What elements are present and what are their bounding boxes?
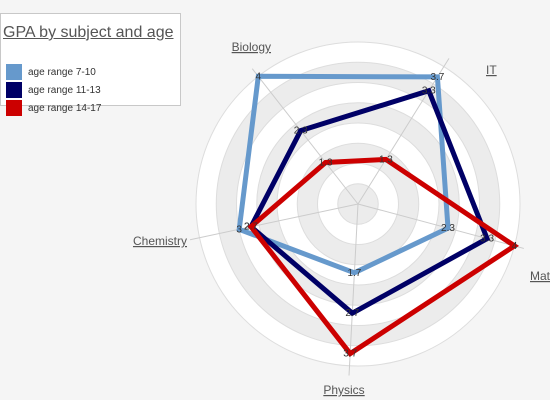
grid-spoke [348,203,359,376]
data-label: 4 [256,71,262,82]
grid-spoke [189,203,359,241]
data-label: 1.3 [379,154,393,165]
axis-labels: IT Math Physics Chemistry Biology [133,40,550,397]
axis-label-math: Math [530,269,550,283]
data-label: 2.7 [345,308,359,319]
legend-label-series-1: age range 7-10 [28,66,96,78]
chart-title: GPA by subject and age [3,24,174,41]
grid-spoke [357,203,524,249]
axis-label-physics: Physics [323,383,364,397]
axis-label-it: IT [486,63,497,77]
legend-label-series-2: age range 11-13 [28,84,101,96]
data-label: 3 [236,224,242,235]
legend: GPA by subject and age age range 7-10 ag… [0,13,181,116]
data-label: 2.7 [244,222,258,233]
legend-item-series-2[interactable]: age range 11-13 [6,82,101,98]
axis-label-biology: Biology [232,40,271,54]
data-label: 3.7 [343,349,357,360]
data-label: 2.3 [294,126,308,137]
data-label: 3.3 [480,234,494,245]
grid-spoke [251,68,359,205]
data-label: 2.3 [441,223,455,234]
series-3-polygon [247,156,520,357]
legend-item-series-1[interactable]: age range 7-10 [6,64,96,80]
series-2-polygon [247,87,491,317]
legend-swatch-series-1 [6,64,22,80]
data-label: 3.7 [430,72,444,83]
data-label: 4 [512,241,518,252]
legend-swatch-series-3 [6,100,22,116]
data-label: 1.3 [319,158,333,169]
axis-label-chemistry: Chemistry [133,234,187,248]
legend-item-series-3[interactable]: age range 14-17 [6,100,101,116]
data-label: 1.7 [347,268,361,279]
legend-swatch-series-2 [6,82,22,98]
grid-spoke [357,58,450,205]
legend-label-series-3: age range 14-17 [28,102,102,114]
data-label: 3.3 [422,86,436,97]
